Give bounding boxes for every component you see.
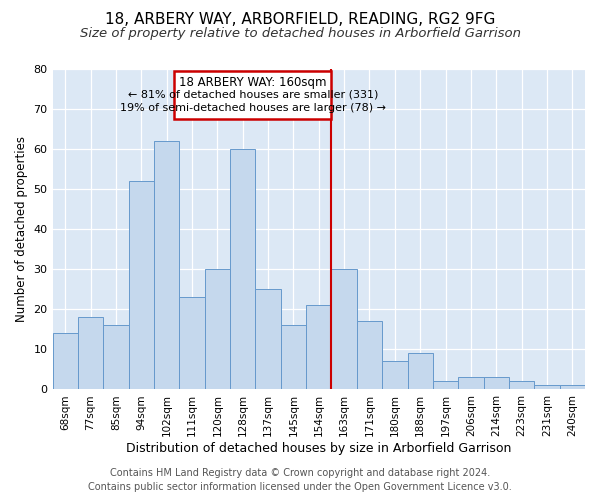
Bar xyxy=(484,378,509,390)
Bar xyxy=(154,141,179,390)
Text: Contains HM Land Registry data © Crown copyright and database right 2024.
Contai: Contains HM Land Registry data © Crown c… xyxy=(88,468,512,492)
Text: ← 81% of detached houses are smaller (331): ← 81% of detached houses are smaller (33… xyxy=(128,90,378,100)
Bar xyxy=(281,326,306,390)
Bar xyxy=(128,181,154,390)
Bar xyxy=(560,386,585,390)
Bar xyxy=(458,378,484,390)
Bar xyxy=(205,270,230,390)
Bar xyxy=(230,149,256,390)
Text: Size of property relative to detached houses in Arborfield Garrison: Size of property relative to detached ho… xyxy=(79,28,521,40)
Bar xyxy=(256,290,281,390)
Text: 18, ARBERY WAY, ARBORFIELD, READING, RG2 9FG: 18, ARBERY WAY, ARBORFIELD, READING, RG2… xyxy=(105,12,495,28)
Text: 19% of semi-detached houses are larger (78) →: 19% of semi-detached houses are larger (… xyxy=(120,103,386,113)
Bar xyxy=(179,298,205,390)
Bar xyxy=(433,382,458,390)
Bar xyxy=(78,318,103,390)
Bar xyxy=(407,354,433,390)
FancyBboxPatch shape xyxy=(174,71,331,119)
Text: 18 ARBERY WAY: 160sqm: 18 ARBERY WAY: 160sqm xyxy=(179,76,326,89)
Bar xyxy=(382,362,407,390)
X-axis label: Distribution of detached houses by size in Arborfield Garrison: Distribution of detached houses by size … xyxy=(126,442,511,455)
Bar xyxy=(306,306,331,390)
Y-axis label: Number of detached properties: Number of detached properties xyxy=(15,136,28,322)
Bar xyxy=(53,334,78,390)
Bar xyxy=(331,270,357,390)
Bar xyxy=(509,382,534,390)
Bar xyxy=(357,322,382,390)
Bar xyxy=(103,326,128,390)
Bar xyxy=(534,386,560,390)
